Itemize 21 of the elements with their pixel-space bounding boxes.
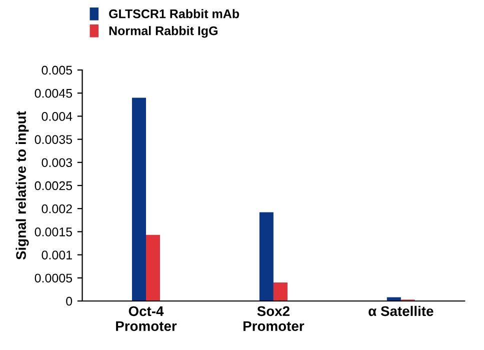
y-tick-label: 0 <box>66 296 72 306</box>
legend-label: Normal Rabbit IgG <box>109 26 218 38</box>
y-tick-label: 0.0005 <box>34 274 72 283</box>
y-tick-label: 0.002 <box>42 204 72 214</box>
y-tick-label: 0.0025 <box>34 181 72 190</box>
x-tick-label: Oct-4 Promoter <box>116 306 177 332</box>
y-tick-label: 0.0035 <box>34 135 72 144</box>
x-tick-label: α Satellite <box>368 306 434 316</box>
y-tick-label: 0.0015 <box>34 228 72 236</box>
y-tick-label: 0.001 <box>42 250 72 260</box>
x-tick-label: Sox2 Promoter <box>244 306 304 332</box>
y-tick-label: 0.0045 <box>34 88 72 98</box>
legend-label: GLTSCR1 Rabbit mAb <box>109 9 240 18</box>
y-tick-label: 0.004 <box>42 112 72 121</box>
y-tick-label: 0.005 <box>42 66 72 75</box>
bar <box>273 282 288 301</box>
y-tick-label: 0.003 <box>42 158 72 168</box>
bar <box>132 98 146 301</box>
y-axis-title: Signal relative to input <box>16 111 29 260</box>
bar <box>259 212 274 301</box>
bar <box>146 234 160 301</box>
